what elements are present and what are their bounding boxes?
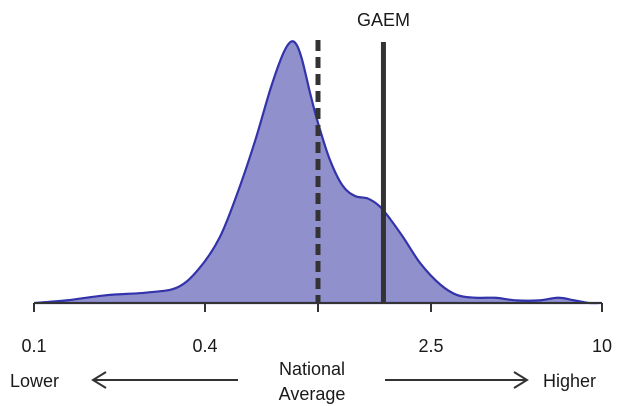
x-tick-label: 0.4 <box>192 336 217 356</box>
left-arrow-icon <box>91 371 238 389</box>
average-label: Average <box>279 384 346 404</box>
right-arrow-icon <box>385 371 529 389</box>
higher-label: Higher <box>543 371 596 391</box>
national-label: National <box>279 359 345 379</box>
reference-lines <box>315 40 386 303</box>
x-tick-label: 2.5 <box>418 336 443 356</box>
x-tick-label: 10 <box>592 336 612 356</box>
x-tick-label: 0.1 <box>21 336 46 356</box>
x-axis-ticks: 0.1 0.4 2.5 10 <box>21 303 612 356</box>
density-area <box>33 40 603 305</box>
lower-label: Lower <box>10 371 59 391</box>
gaem-label: GAEM <box>357 10 410 30</box>
